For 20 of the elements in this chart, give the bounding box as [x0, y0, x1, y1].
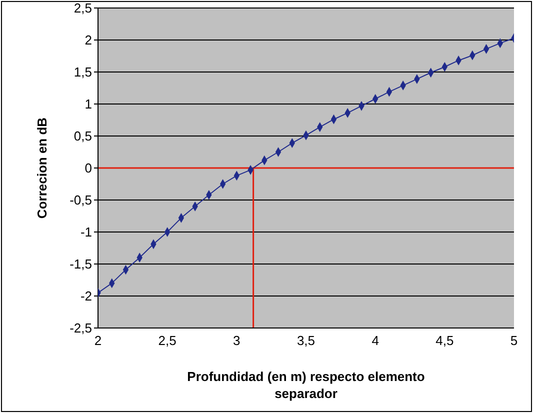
y-tick-label: 1 [84, 96, 92, 112]
y-tick-label: 0 [84, 160, 92, 176]
y-tick-label: 2,5 [74, 0, 92, 16]
y-tick-label: -1,5 [70, 256, 92, 272]
y-tick-label: -2,5 [70, 320, 92, 336]
y-axis-title: Correcion en dB [34, 117, 50, 219]
x-tick-label: 2 [94, 333, 102, 348]
x-tick-label: 4,5 [436, 333, 454, 348]
x-tick-label: 5 [510, 333, 518, 348]
y-tick-label: -0,5 [70, 192, 92, 208]
y-tick-label: 1,5 [74, 64, 92, 80]
y-tick-label: -2 [80, 288, 92, 304]
x-tick-label: 3 [233, 333, 240, 348]
y-tick-label: 2 [84, 32, 92, 48]
x-tick-label: 3,5 [296, 333, 316, 348]
x-axis-title: Profundidad (en m) respecto elemento separador [186, 368, 426, 402]
y-tick-label: 0,5 [74, 128, 92, 144]
x-tick-label: 4 [372, 333, 379, 348]
x-tick-label: 2,5 [158, 333, 176, 348]
y-tick-label: -1 [80, 224, 92, 240]
